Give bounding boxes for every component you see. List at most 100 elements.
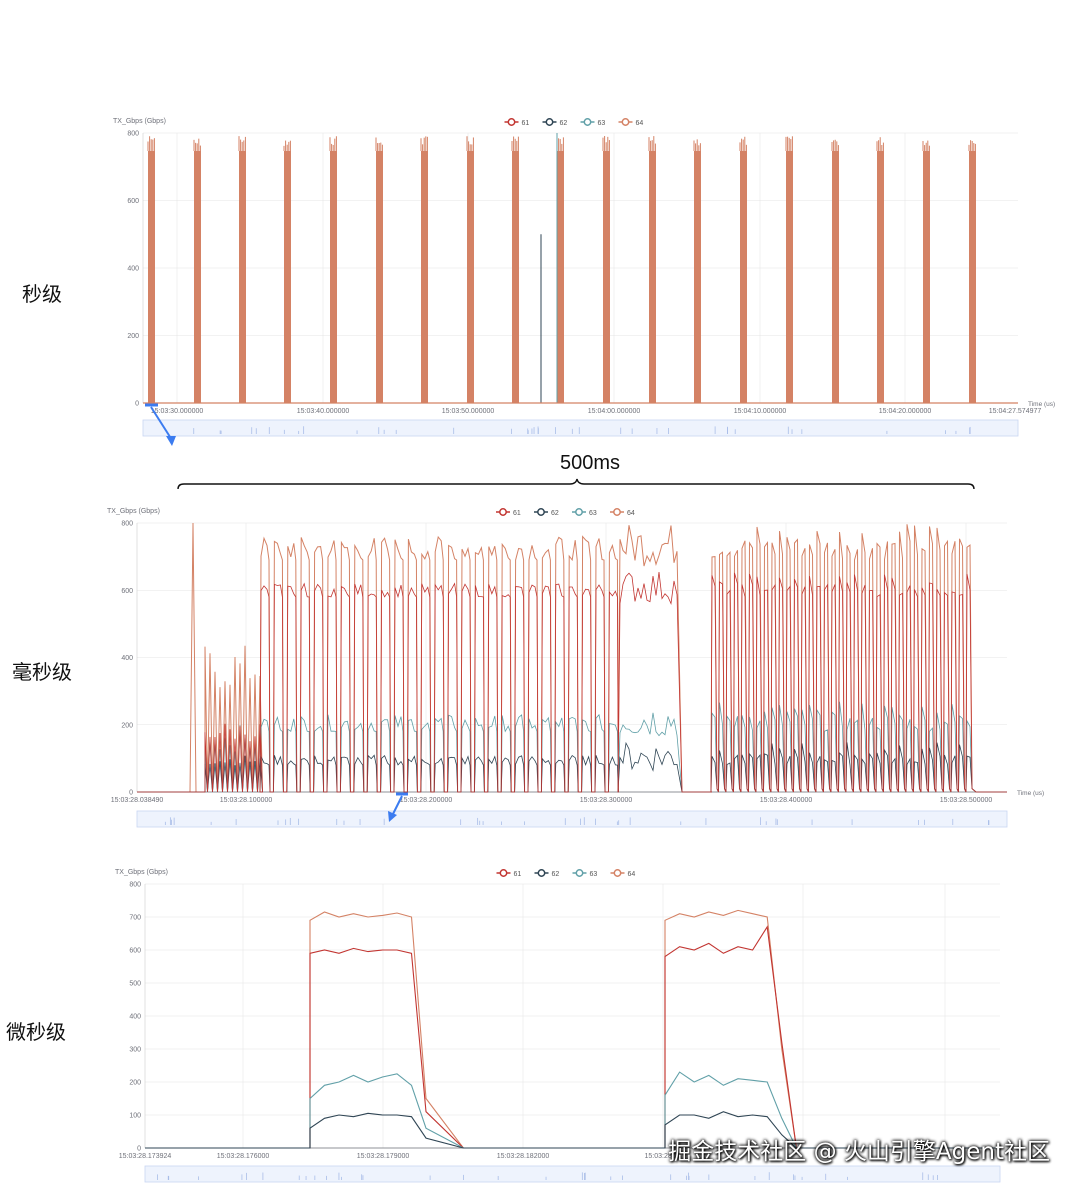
chart2-ytick: 800 (121, 521, 133, 528)
chart2-legend-62: 62 (534, 508, 559, 517)
chart3-xtick: 15:03:28.173924 (119, 1153, 172, 1160)
chart1-burst-64 (466, 136, 474, 403)
chart3-ytick: 700 (129, 915, 141, 922)
chart1-burst-64 (968, 140, 976, 403)
chart2-ytick: 0 (129, 790, 133, 797)
label-seconds: 秒级 (22, 282, 62, 306)
chart1-ytick: 800 (127, 131, 139, 138)
chart2-xtick: 15:03:28.038490 (111, 797, 164, 804)
chart3-ytick: 500 (129, 981, 141, 988)
chart2-xtick: 15:03:28.500000 (940, 797, 993, 804)
chart1-xlabel: Time (us) (1028, 401, 1055, 408)
chart1-burst-64 (375, 137, 383, 403)
chart1-burst-64 (922, 140, 930, 403)
svg-text:61: 61 (522, 120, 530, 127)
chart3-ytick: 200 (129, 1080, 141, 1087)
chart3-legend-64: 64 (610, 869, 636, 878)
chart2-ytick: 600 (121, 588, 133, 595)
label-milliseconds: 毫秒级 (12, 660, 72, 684)
chart3-ytick: 300 (129, 1047, 141, 1054)
chart1-legend-61: 61 (504, 118, 530, 127)
chart2-xtick: 15:03:28.300000 (580, 797, 633, 804)
span-brace (177, 478, 975, 490)
zoom-arrow-2 (391, 795, 403, 817)
svg-text:61: 61 (513, 510, 521, 517)
chart1-burst-64 (193, 138, 201, 403)
chart3-ytick: 100 (129, 1113, 141, 1120)
chart1-ytick: 0 (135, 401, 139, 408)
chart1-ylabel: TX_Gbps (Gbps) (113, 118, 166, 125)
svg-text:64: 64 (628, 871, 636, 878)
watermark: 掘金技术社区 @ 火山引擎Agent社区 (668, 1139, 1050, 1165)
chart1-burst-64 (739, 136, 747, 403)
chart3-ytick: 400 (129, 1014, 141, 1021)
chart1-burst-64 (785, 136, 793, 403)
chart1-xtick: 15:04:20.000000 (879, 408, 932, 415)
chart1-burst-64 (648, 136, 656, 403)
svg-text:64: 64 (627, 510, 635, 517)
chart1-ytick: 400 (127, 266, 139, 273)
chart3-ylabel: TX_Gbps (Gbps) (115, 869, 168, 876)
zoom-arrowhead-1 (166, 436, 176, 446)
zoom-arrow-1 (150, 406, 173, 441)
chart2-xtick: 15:03:28.100000 (220, 797, 273, 804)
svg-text:63: 63 (590, 871, 598, 878)
chart1-legend-64: 64 (618, 118, 644, 127)
chart2-xtick: 15:03:28.200000 (400, 797, 453, 804)
chart3-legend-62: 62 (534, 869, 560, 878)
chart3-xtick: 15:03:28.179000 (357, 1153, 410, 1160)
svg-text:62: 62 (560, 120, 568, 127)
chart3-legend-63: 63 (572, 869, 598, 878)
svg-text:63: 63 (589, 510, 597, 517)
chart3-ytick: 600 (129, 948, 141, 955)
chart1-legend-63: 63 (580, 118, 606, 127)
chart3-zoom-slider[interactable] (144, 1165, 1001, 1183)
chart1-burst-64 (147, 136, 155, 403)
svg-text:61: 61 (514, 871, 522, 878)
chart2-legend-61: 61 (496, 508, 521, 517)
chart1-burst-64 (556, 137, 564, 403)
chart1-xtick: 15:04:10.000000 (734, 408, 787, 415)
chart3-legend-61: 61 (496, 869, 522, 878)
chart1-burst-64 (602, 136, 610, 403)
chart1-xtick: 15:04:00.000000 (588, 408, 641, 415)
chart3-ytick: 0 (137, 1146, 141, 1153)
chart1-burst-64 (238, 136, 246, 403)
svg-text:63: 63 (598, 120, 606, 127)
chart1-xtick: 15:04:27.574977 (989, 408, 1042, 415)
chart2-legend-63: 63 (572, 508, 597, 517)
chart1-xtick: 15:03:50.000000 (442, 408, 495, 415)
chart1-ytick: 600 (127, 198, 139, 205)
label-microseconds: 微秒级 (6, 1020, 66, 1044)
chart3-xtick: 15:03:28.18 (645, 1153, 682, 1160)
chart1-burst-64 (420, 136, 428, 403)
svg-text:62: 62 (552, 871, 560, 878)
chart3-xtick: 15:03:28.176000 (217, 1153, 270, 1160)
chart1-burst-64 (283, 140, 291, 403)
chart2-xlabel: Time (us) (1017, 790, 1044, 797)
chart2-xtick: 15:03:28.400000 (760, 797, 813, 804)
chart2-ylabel: TX_Gbps (Gbps) (107, 508, 160, 515)
chart1-burst-64 (876, 137, 884, 403)
svg-text:62: 62 (551, 510, 559, 517)
chart2-series-61 (137, 572, 1007, 793)
svg-text:64: 64 (636, 120, 644, 127)
chart3-series-64 (145, 909, 1000, 1149)
chart3-ytick: 800 (129, 882, 141, 889)
span-label: 500ms (560, 452, 621, 474)
chart2-legend-64: 64 (610, 508, 635, 517)
chart2-zoom-slider[interactable] (136, 810, 1008, 828)
chart1-xtick: 15:03:30.000000 (151, 408, 204, 415)
chart1-zoom-slider[interactable] (142, 419, 1019, 437)
chart2-ytick: 200 (121, 722, 133, 729)
chart1-burst-64 (831, 139, 839, 403)
zoom-arrowhead-2 (388, 811, 397, 822)
chart1-ytick: 200 (127, 333, 139, 340)
chart2-ytick: 400 (121, 655, 133, 662)
chart1-burst-64 (329, 136, 337, 403)
chart1-xtick: 15:03:40.000000 (297, 408, 350, 415)
chart3-xtick: 15:03:28.182000 (497, 1153, 550, 1160)
chart3-series-62 (145, 1111, 1000, 1149)
chart1-burst-64 (693, 139, 701, 403)
